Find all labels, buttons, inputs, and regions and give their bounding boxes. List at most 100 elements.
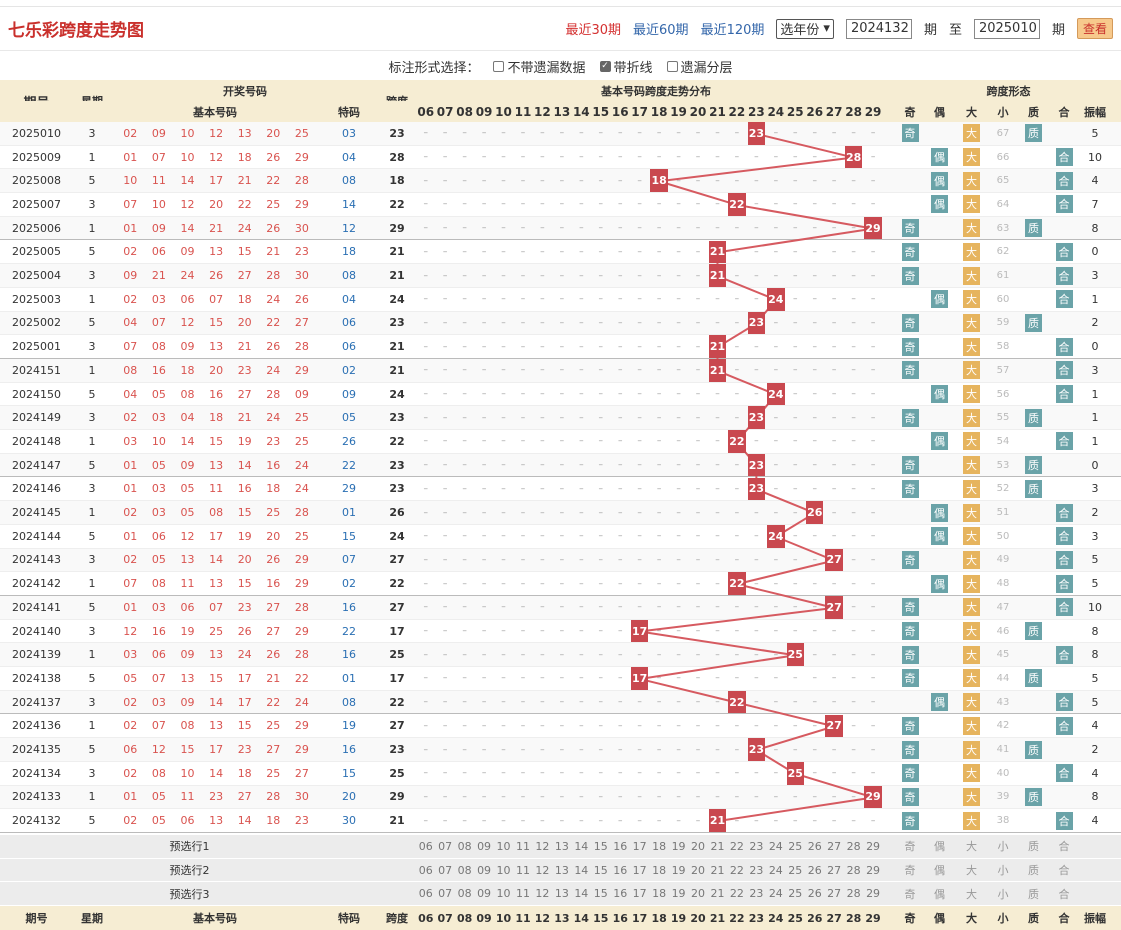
from-issue-input[interactable]: 2024132 bbox=[845, 18, 912, 39]
preselect-number[interactable]: 18 bbox=[652, 839, 667, 853]
preselect-form[interactable]: 偶 bbox=[934, 887, 945, 901]
preselect-number[interactable]: 26 bbox=[807, 839, 822, 853]
preselect-number[interactable]: 06 bbox=[418, 863, 433, 877]
preselect-number[interactable]: 07 bbox=[438, 887, 453, 901]
preselect-number[interactable]: 15 bbox=[593, 839, 608, 853]
preselect-form[interactable]: 质 bbox=[1028, 887, 1039, 901]
preselect-number[interactable]: 08 bbox=[457, 863, 472, 877]
preselect-number[interactable]: 08 bbox=[457, 839, 472, 853]
preselect-number[interactable]: 11 bbox=[515, 887, 530, 901]
preselect-number[interactable]: 11 bbox=[515, 839, 530, 853]
preselect-form[interactable]: 奇 bbox=[904, 887, 916, 901]
preselect-number[interactable]: 28 bbox=[846, 887, 861, 901]
preselect-number[interactable]: 15 bbox=[593, 887, 608, 901]
preselect-number[interactable]: 21 bbox=[710, 887, 725, 901]
preselect-number[interactable]: 21 bbox=[710, 839, 725, 853]
preselect-number[interactable]: 24 bbox=[768, 863, 783, 877]
preselect-number[interactable]: 12 bbox=[535, 887, 550, 901]
preselect-number[interactable]: 09 bbox=[477, 839, 492, 853]
preselect-number[interactable]: 22 bbox=[729, 839, 744, 853]
preselect-number[interactable]: 07 bbox=[438, 839, 453, 853]
preselect-number[interactable]: 27 bbox=[827, 863, 842, 877]
preselect-form[interactable]: 小 bbox=[997, 840, 1009, 854]
preselect-number[interactable]: 10 bbox=[496, 863, 511, 877]
preselect-number[interactable]: 08 bbox=[457, 887, 472, 901]
preselect-form[interactable]: 大 bbox=[966, 887, 977, 901]
preselect-number[interactable]: 13 bbox=[554, 887, 569, 901]
link-recent-120[interactable]: 最近120期 bbox=[700, 23, 765, 38]
preselect-form[interactable]: 合 bbox=[1058, 840, 1070, 854]
preselect-number[interactable]: 29 bbox=[866, 887, 881, 901]
preselect-number[interactable]: 14 bbox=[574, 839, 589, 853]
preselect-number[interactable]: 19 bbox=[671, 863, 686, 877]
preselect-number[interactable]: 12 bbox=[535, 863, 550, 877]
preselect-number[interactable]: 25 bbox=[788, 839, 803, 853]
preselect-number[interactable]: 18 bbox=[652, 887, 667, 901]
preselect-number[interactable]: 10 bbox=[496, 839, 511, 853]
preselect-form[interactable]: 偶 bbox=[934, 864, 945, 878]
to-issue-input[interactable]: 2025010 bbox=[973, 18, 1040, 39]
preselect-number[interactable]: 16 bbox=[613, 839, 628, 853]
preselect-number[interactable]: 26 bbox=[807, 887, 822, 901]
preselect-number[interactable]: 16 bbox=[613, 887, 628, 901]
preselect-number[interactable]: 24 bbox=[768, 887, 783, 901]
preselect-number[interactable]: 22 bbox=[729, 863, 744, 877]
preselect-form[interactable]: 小 bbox=[997, 887, 1009, 901]
preselect-form[interactable]: 质 bbox=[1028, 840, 1039, 854]
preselect-form[interactable]: 合 bbox=[1058, 887, 1070, 901]
option-no-missing[interactable]: 不带遗漏数据 bbox=[493, 57, 586, 76]
preselect-number[interactable]: 20 bbox=[691, 839, 706, 853]
preselect-number[interactable]: 15 bbox=[593, 863, 608, 877]
preselect-number[interactable]: 27 bbox=[827, 887, 842, 901]
preselect-number[interactable]: 09 bbox=[477, 887, 492, 901]
preselect-form[interactable]: 奇 bbox=[904, 840, 916, 854]
preselect-number[interactable]: 07 bbox=[438, 863, 453, 877]
preselect-form[interactable]: 大 bbox=[966, 864, 977, 878]
preselect-number[interactable]: 23 bbox=[749, 887, 764, 901]
preselect-number[interactable]: 23 bbox=[749, 839, 764, 853]
view-button[interactable]: 查看 bbox=[1076, 18, 1113, 39]
preselect-number[interactable]: 06 bbox=[418, 839, 433, 853]
preselect-number[interactable]: 19 bbox=[671, 887, 686, 901]
preselect-number[interactable]: 25 bbox=[788, 887, 803, 901]
preselect-form[interactable]: 奇 bbox=[904, 864, 916, 878]
preselect-number[interactable]: 26 bbox=[807, 863, 822, 877]
preselect-number[interactable]: 16 bbox=[613, 863, 628, 877]
preselect-number[interactable]: 14 bbox=[574, 887, 589, 901]
link-recent-60[interactable]: 最近60期 bbox=[633, 23, 689, 38]
preselect-number[interactable]: 09 bbox=[477, 863, 492, 877]
preselect-number[interactable]: 22 bbox=[729, 887, 744, 901]
preselect-number[interactable]: 11 bbox=[515, 863, 530, 877]
preselect-number[interactable]: 14 bbox=[574, 863, 589, 877]
preselect-number[interactable]: 18 bbox=[652, 863, 667, 877]
preselect-number[interactable]: 06 bbox=[418, 887, 433, 901]
preselect-number[interactable]: 20 bbox=[691, 863, 706, 877]
option-with-line[interactable]: ✓ 带折线 bbox=[599, 57, 653, 76]
preselect-number[interactable]: 28 bbox=[846, 863, 861, 877]
preselect-number[interactable]: 17 bbox=[632, 887, 647, 901]
preselect-number[interactable]: 17 bbox=[632, 863, 647, 877]
preselect-number[interactable]: 13 bbox=[554, 863, 569, 877]
preselect-number[interactable]: 23 bbox=[749, 863, 764, 877]
preselect-form[interactable]: 小 bbox=[997, 864, 1009, 878]
preselect-number[interactable]: 28 bbox=[846, 839, 861, 853]
preselect-number[interactable]: 17 bbox=[632, 839, 647, 853]
preselect-number[interactable]: 12 bbox=[535, 839, 550, 853]
preselect-number[interactable]: 10 bbox=[496, 887, 511, 901]
preselect-number[interactable]: 24 bbox=[768, 839, 783, 853]
preselect-number[interactable]: 27 bbox=[827, 839, 842, 853]
preselect-number[interactable]: 13 bbox=[554, 839, 569, 853]
preselect-form[interactable]: 质 bbox=[1028, 864, 1039, 878]
year-select[interactable]: 选年份 ▾ bbox=[776, 18, 834, 39]
preselect-number[interactable]: 25 bbox=[788, 863, 803, 877]
preselect-number[interactable]: 21 bbox=[710, 863, 725, 877]
preselect-number[interactable]: 20 bbox=[691, 887, 706, 901]
preselect-number[interactable]: 29 bbox=[866, 839, 881, 853]
preselect-form[interactable]: 合 bbox=[1058, 864, 1070, 878]
preselect-form[interactable]: 大 bbox=[966, 840, 977, 854]
preselect-form[interactable]: 偶 bbox=[934, 840, 945, 854]
option-layered[interactable]: 遗漏分层 bbox=[666, 57, 733, 76]
preselect-number[interactable]: 29 bbox=[866, 863, 881, 877]
link-recent-30[interactable]: 最近30期 bbox=[565, 23, 622, 38]
preselect-number[interactable]: 19 bbox=[671, 839, 686, 853]
